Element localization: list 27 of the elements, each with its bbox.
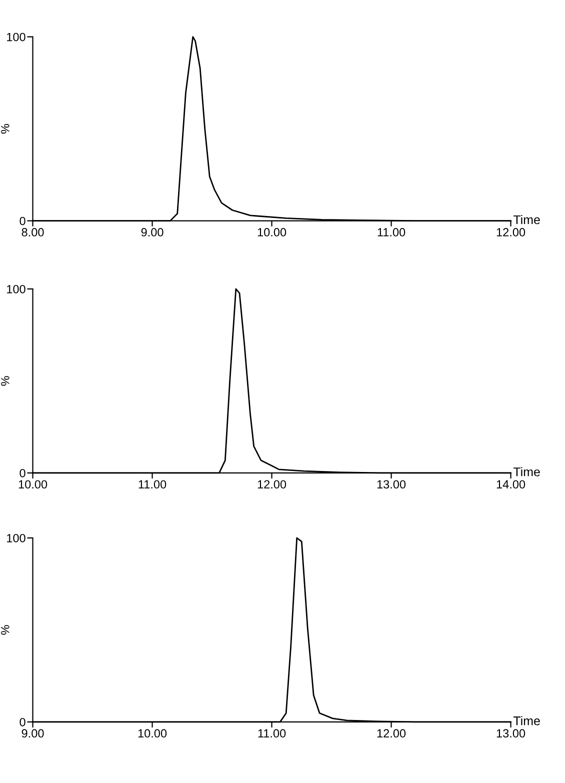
- x-tick-label: 8.00: [22, 228, 44, 236]
- y-axis-title: %: [1, 124, 10, 134]
- y-tick-label: 0: [20, 468, 26, 478]
- x-tick-label: 11.00: [138, 480, 166, 489]
- y-axis-title: %: [1, 376, 10, 386]
- x-tick-label: 13.00: [377, 480, 406, 489]
- x-tick-label: 9.00: [22, 729, 44, 738]
- x-axis-title: Time: [513, 467, 540, 476]
- x-tick-label: 10.00: [138, 729, 167, 738]
- x-tick-label: 11.00: [258, 729, 286, 738]
- y-axis-title: %: [1, 625, 10, 635]
- x-tick-label: 12.00: [258, 480, 286, 489]
- x-tick-label: 11.00: [378, 228, 406, 236]
- x-tick-label: 10.00: [18, 480, 48, 489]
- x-tick-label: 13.00: [496, 729, 526, 738]
- x-tick-label: 12.00: [496, 228, 526, 236]
- y-tick-label: 100: [7, 284, 26, 294]
- x-tick-label: 14.00: [496, 480, 526, 489]
- x-tick-label: 12.00: [377, 729, 406, 738]
- y-tick-label: 0: [20, 718, 26, 726]
- x-axis-title: Time: [513, 214, 540, 224]
- y-tick-label: 100: [7, 534, 26, 542]
- y-tick-label: 100: [7, 32, 26, 42]
- x-tick-label: 9.00: [141, 228, 164, 236]
- x-tick-label: 10.00: [258, 228, 286, 236]
- y-tick-label: 0: [20, 216, 26, 226]
- x-axis-title: Time: [513, 716, 540, 726]
